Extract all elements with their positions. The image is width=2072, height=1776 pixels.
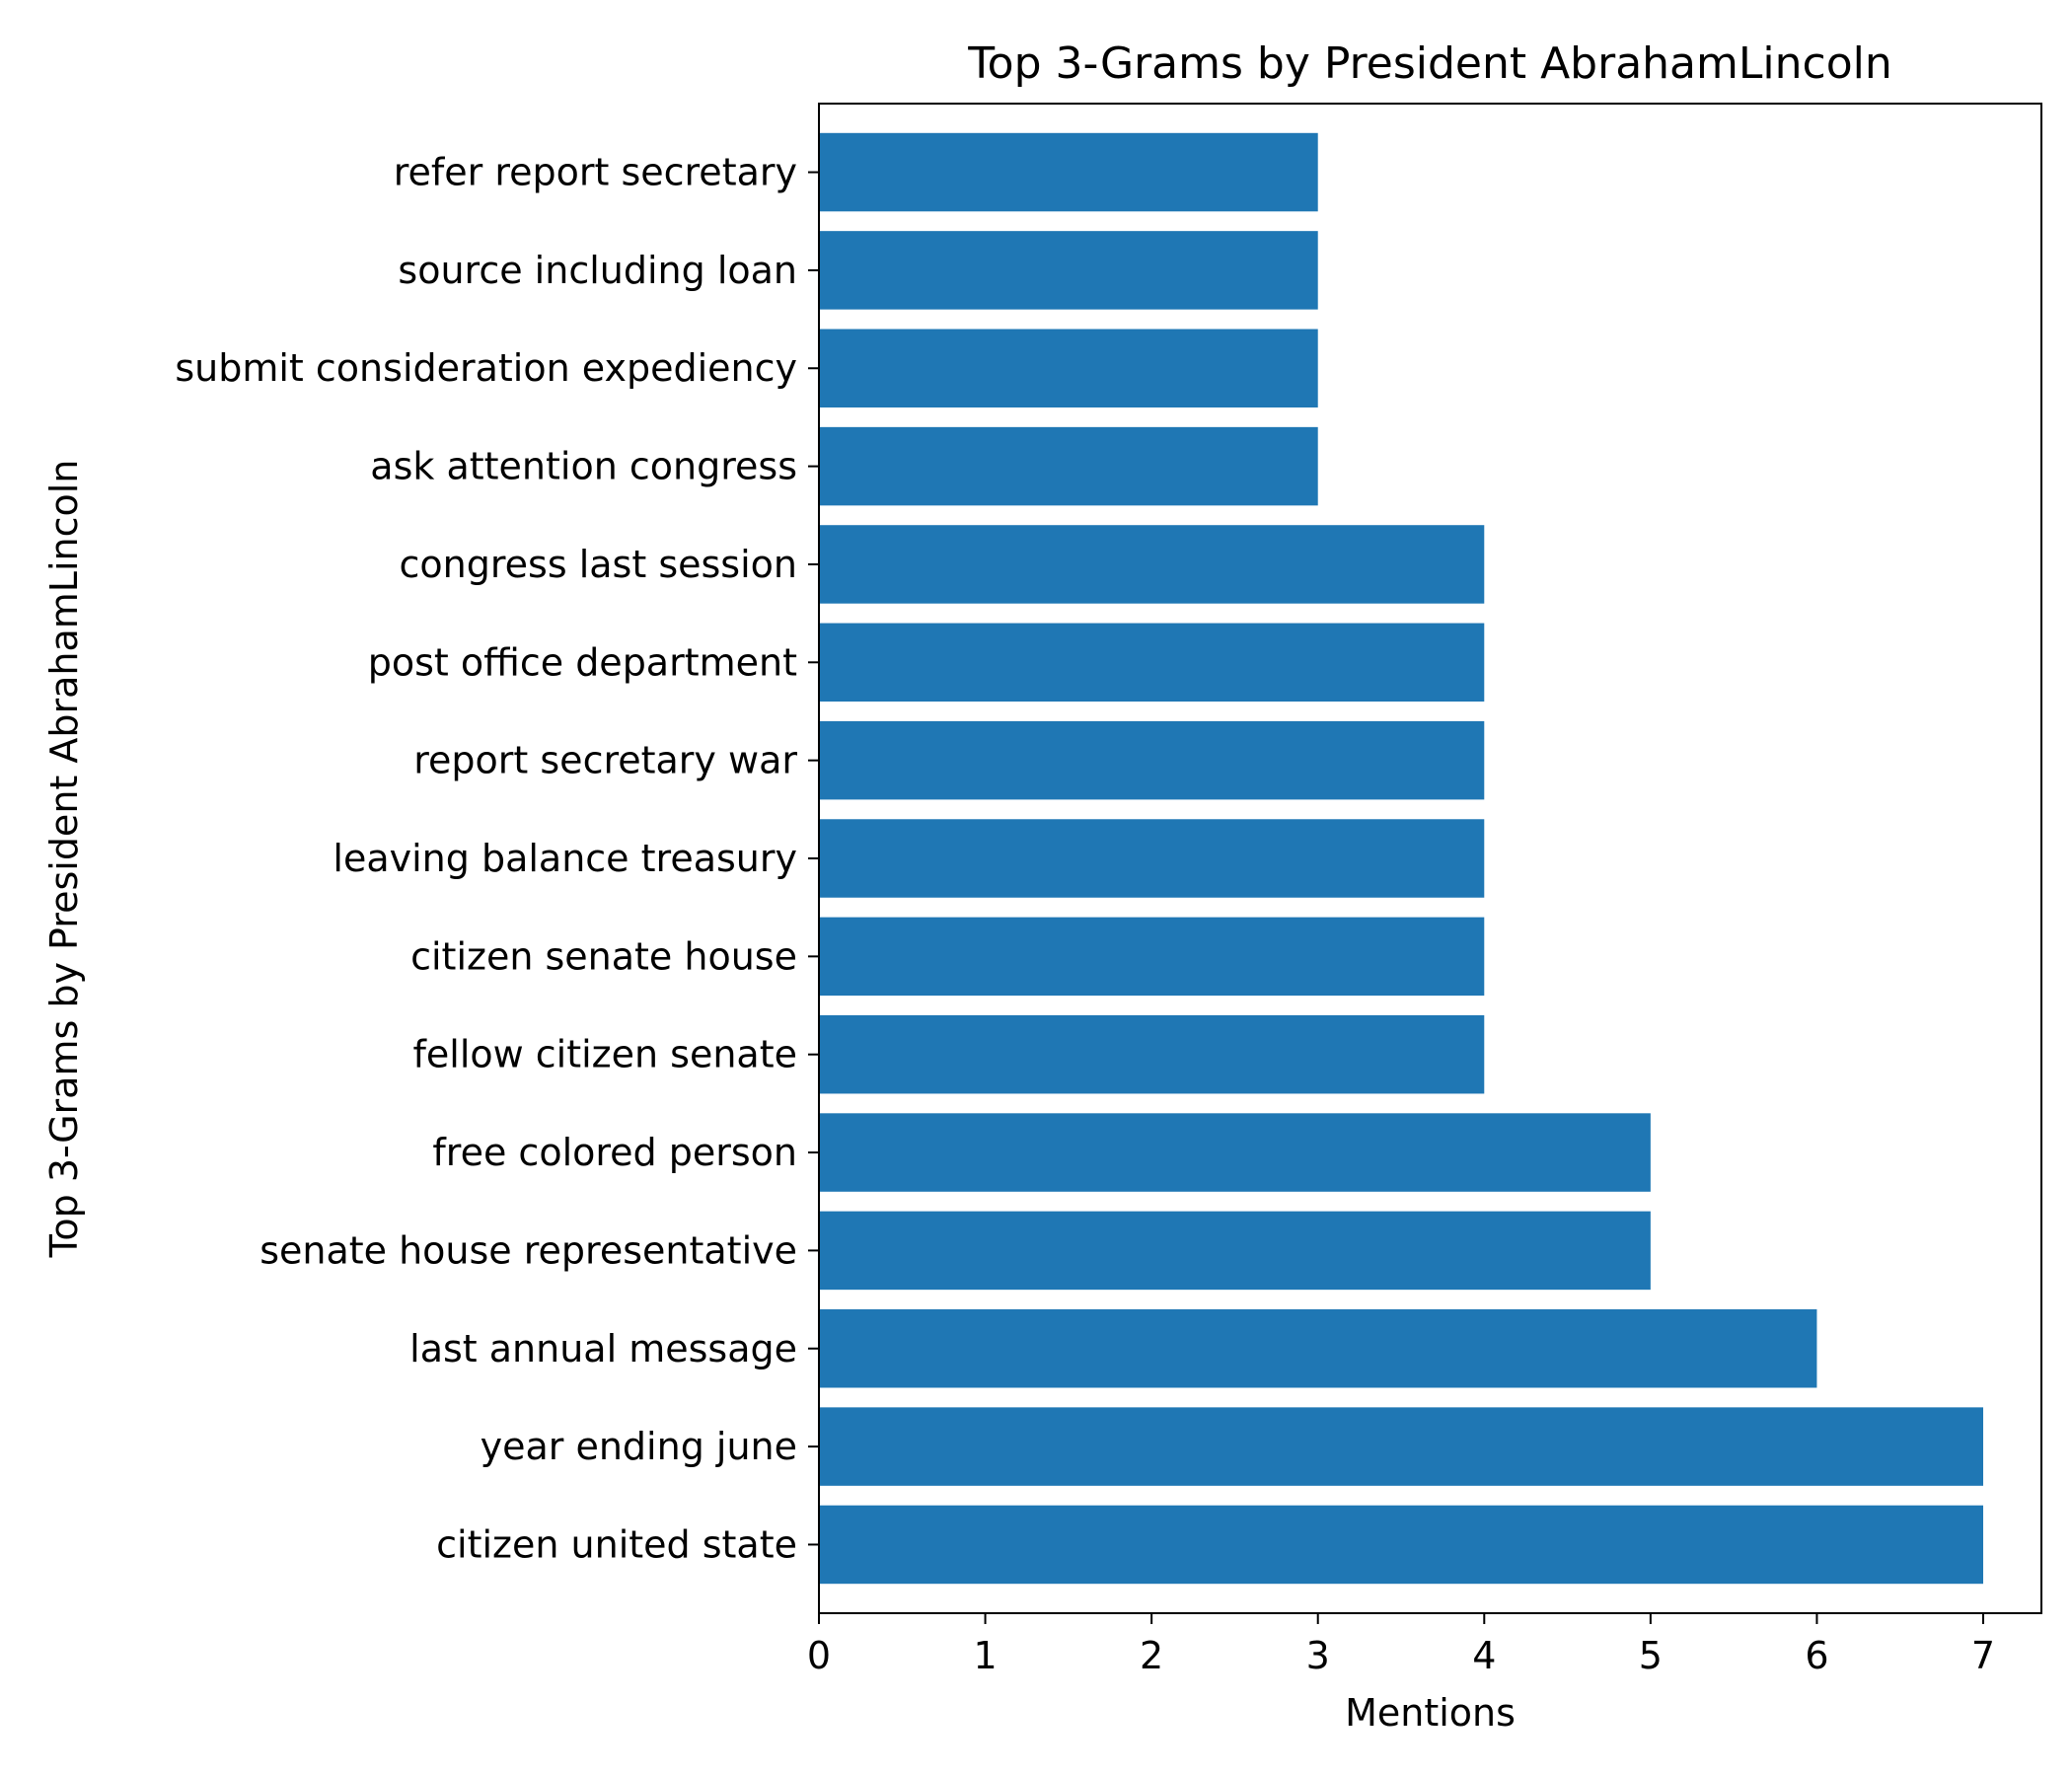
bar <box>819 1113 1651 1192</box>
y-tick-label: citizen united state <box>436 1522 797 1566</box>
x-tick-label: 6 <box>1805 1634 1828 1677</box>
y-tick-label: fellow citizen senate <box>413 1033 798 1076</box>
bar <box>819 426 1318 506</box>
chart-title: Top 3-Grams by President AbrahamLincoln <box>967 38 1891 89</box>
bar <box>819 819 1485 898</box>
bar <box>819 231 1318 310</box>
bar <box>819 329 1318 407</box>
x-tick-label: 1 <box>973 1634 997 1677</box>
x-tick-label: 3 <box>1306 1634 1330 1677</box>
y-tick-label: free colored person <box>432 1131 797 1174</box>
x-axis-ticks: 0 1 2 3 4 5 6 7 <box>807 1613 1995 1677</box>
bar <box>819 1407 1983 1486</box>
y-tick-label: leaving balance treasury <box>333 837 797 880</box>
x-tick-label: 4 <box>1472 1634 1496 1677</box>
x-tick-label: 2 <box>1140 1634 1163 1677</box>
y-tick-label: senate house representative <box>259 1228 797 1272</box>
y-tick-label: citizen senate house <box>410 934 797 978</box>
bar <box>819 1309 1817 1388</box>
bar <box>819 525 1485 604</box>
plot-area-frame <box>818 103 2042 1614</box>
y-tick-label: submit consideration expediency <box>175 346 797 390</box>
y-tick-label: source including loan <box>398 249 797 292</box>
y-tick-label: report secretary war <box>413 739 797 782</box>
bar <box>819 917 1485 997</box>
y-tick-label: year ending june <box>481 1425 797 1468</box>
bar <box>819 720 1485 800</box>
y-tick-label: last annual message <box>409 1327 797 1370</box>
y-tick-label: ask attention congress <box>370 445 797 488</box>
y-axis-label: Top 3-Grams by President AbrahamLincoln <box>42 460 86 1259</box>
x-axis-label: Mentions <box>1345 1691 1516 1735</box>
bar-group <box>819 132 1983 1585</box>
y-tick-label: refer report secretary <box>394 151 797 194</box>
bar <box>819 132 1318 212</box>
bar <box>819 1014 1485 1094</box>
bar <box>819 623 1485 703</box>
y-tick-label: congress last session <box>400 543 797 586</box>
x-tick-label: 5 <box>1639 1634 1663 1677</box>
bar <box>819 1211 1651 1291</box>
y-axis-ticks: citizen united state year ending june last… <box>175 151 819 1566</box>
x-tick-label: 7 <box>1971 1634 1995 1677</box>
bar <box>819 1505 1983 1585</box>
x-tick-label: 0 <box>807 1634 831 1677</box>
y-tick-label: post office department <box>368 640 797 684</box>
